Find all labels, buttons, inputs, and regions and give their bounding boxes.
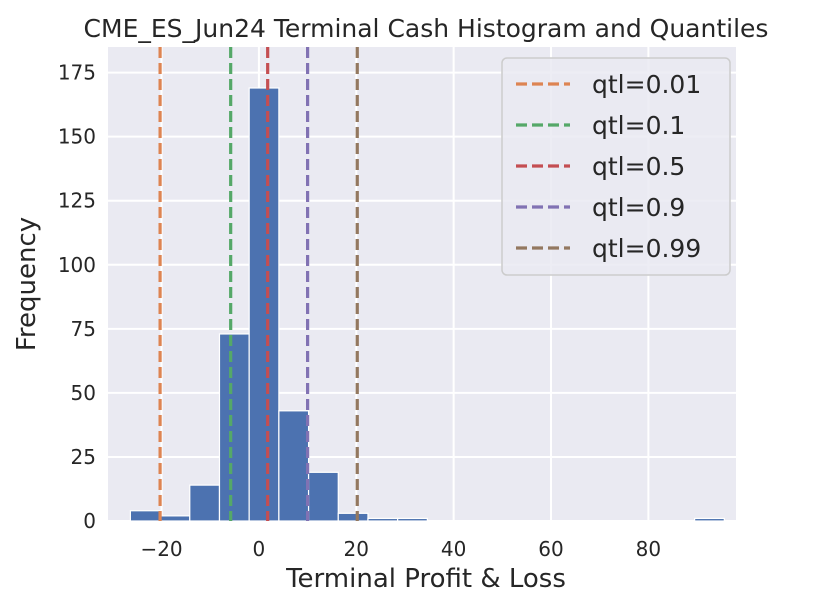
y-tick-label: 175 [58,61,96,85]
y-tick-label: 25 [71,445,96,469]
y-tick-label: 0 [83,509,96,533]
histogram-bar [337,512,369,522]
histogram-bar [248,87,280,522]
x-tick-labels: −20 0 20 40 60 80 [140,537,661,561]
x-tick-label: 40 [441,537,466,561]
x-tick-label: 0 [253,537,266,561]
y-tick-label: 150 [58,125,96,149]
legend-label: qtl=0.1 [592,111,685,140]
x-tick-label: 60 [538,537,563,561]
x-axis-label: Terminal Profit & Loss [285,564,566,594]
histogram-bar [159,515,191,522]
y-tick-label: 75 [71,317,96,341]
x-tick-label: −20 [140,537,182,561]
histogram-bar [129,510,161,522]
legend-frame [501,57,731,276]
histogram-bar [189,484,221,522]
y-tick-label: 50 [71,381,96,405]
legend-label: qtl=0.9 [592,193,685,222]
histogram-bar [397,517,428,522]
histogram-bar [218,333,250,522]
y-tick-label: 100 [58,253,96,277]
histogram-bar [367,517,399,522]
legend: qtl=0.01 qtl=0.1 qtl=0.5 qtl=0.9 qtl=0.99 [501,57,731,276]
histogram-bars [129,87,725,522]
x-tick-label: 80 [636,537,661,561]
legend-label: qtl=0.99 [592,234,701,263]
chart-title: CME_ES_Jun24 Terminal Cash Histogram and… [84,14,769,43]
x-tick-label: 20 [344,537,369,561]
legend-label: qtl=0.01 [592,70,701,99]
legend-label: qtl=0.5 [592,152,685,181]
histogram-bar [307,471,339,522]
histogram-bar [694,517,725,522]
histogram-bar [278,410,310,522]
y-tick-label: 125 [58,189,96,213]
y-axis-label: Frequency [12,217,42,351]
y-tick-labels: 0 25 50 75 100 125 150 175 [58,61,96,533]
